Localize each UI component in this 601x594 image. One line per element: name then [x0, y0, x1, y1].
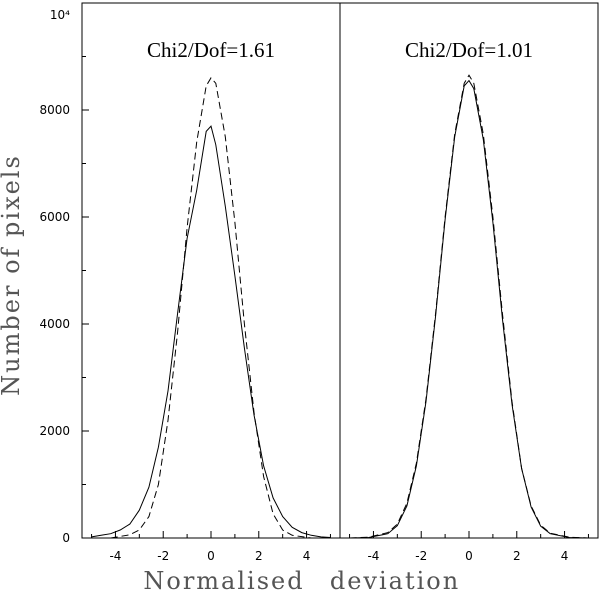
x-tick-label: 0 [207, 549, 215, 563]
x-tick-label: 0 [465, 549, 473, 563]
dashed-series-line [349, 74, 589, 539]
x-tick-label: 2 [513, 549, 521, 563]
left-panel: -4 -2 0 2 4 0 2000 4000 6000 8000 10⁴ Chi2/Dof=1.61 [39, 2, 341, 563]
x-tick-label: -2 [157, 549, 169, 563]
right-panel: -4 -2 0 2 4 Chi2/Dof=1.01 [339, 2, 599, 563]
x-tick-label: -4 [109, 549, 121, 563]
x-tick-label: 4 [303, 549, 311, 563]
plot-frame [81, 2, 341, 539]
y-tick-label: 8000 [39, 103, 70, 117]
y-tick-label: 0 [62, 531, 70, 545]
x-axis-label-right: deviation [330, 567, 460, 594]
plot-frame [339, 2, 599, 539]
x-tick-label: 4 [561, 549, 569, 563]
y-tick-label: 4000 [39, 317, 70, 331]
panel-title: Chi2/Dof=1.61 [147, 38, 275, 62]
dashed-series-line [110, 77, 312, 539]
panel-title: Chi2/Dof=1.01 [405, 38, 533, 62]
y-tick-label: 2000 [39, 424, 70, 438]
x-tick-label: -4 [367, 549, 379, 563]
solid-series-line [349, 79, 589, 539]
solid-series-line [91, 125, 331, 538]
y-top-tick-label: 10⁴ [50, 8, 70, 22]
x-axis-label-left: Normalised [143, 567, 304, 594]
y-axis-label: Number of pixels [0, 154, 25, 396]
y-tick-label: 6000 [39, 210, 70, 224]
x-tick-label: -2 [415, 549, 427, 563]
x-tick-label: 2 [255, 549, 263, 563]
